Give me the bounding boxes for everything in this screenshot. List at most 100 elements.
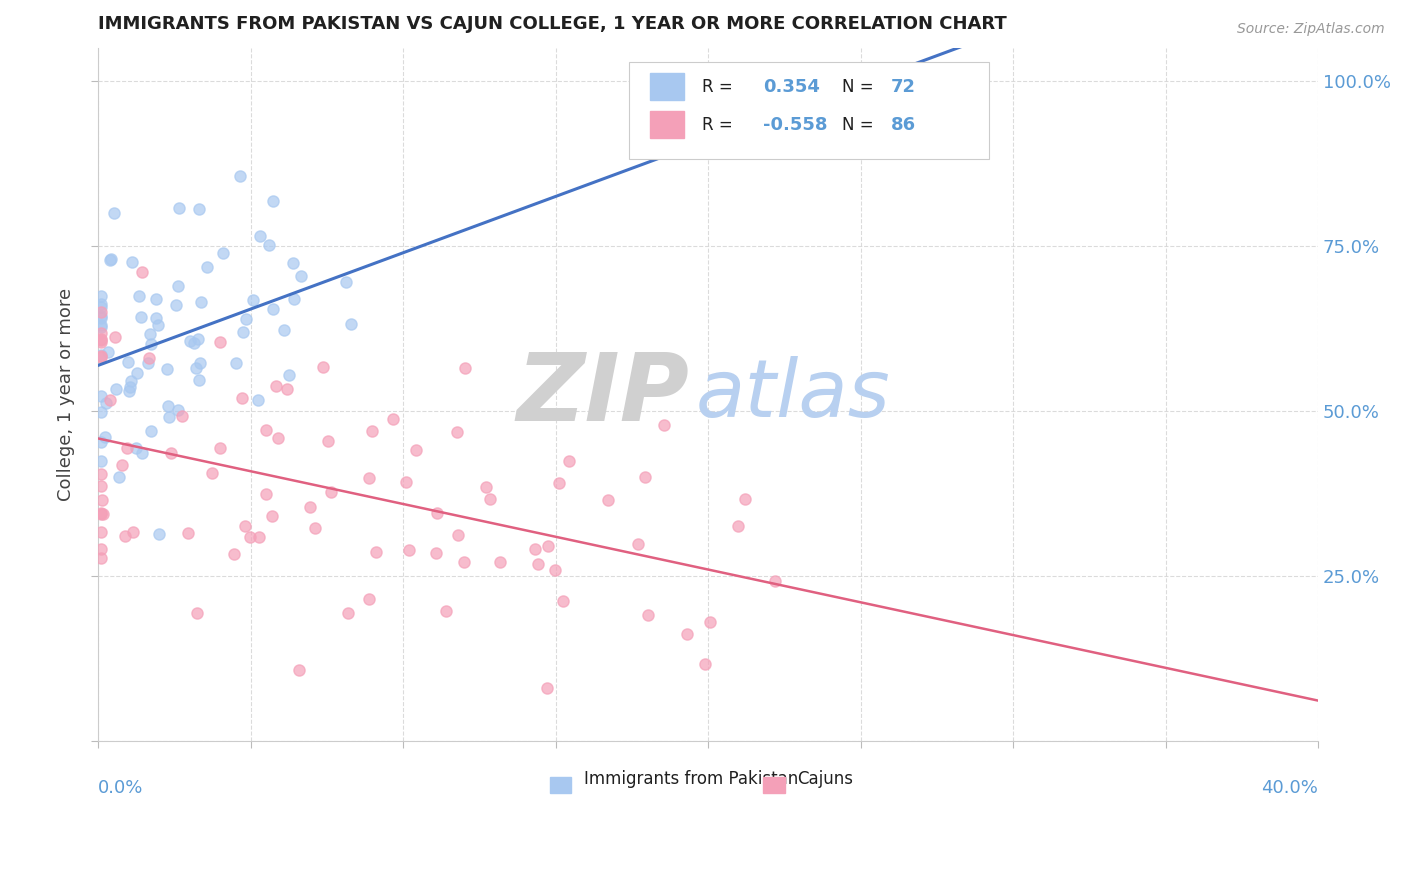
Text: Cajuns: Cajuns — [797, 770, 853, 788]
Point — [125, 366, 148, 380]
Point — [122, 524, 145, 539]
Point — [165, 298, 187, 312]
Point — [434, 604, 457, 618]
Point — [111, 458, 134, 472]
Point — [184, 361, 207, 376]
Point — [254, 487, 277, 501]
Point — [359, 592, 381, 607]
Text: R =: R = — [702, 116, 738, 134]
Point — [627, 537, 650, 551]
Point — [90, 389, 112, 403]
Point — [695, 657, 717, 671]
Point — [139, 327, 162, 342]
Point — [90, 434, 112, 449]
Point — [138, 351, 160, 365]
Point — [544, 563, 567, 577]
Point — [361, 424, 384, 438]
Point — [90, 467, 112, 481]
Point — [254, 423, 277, 437]
Point — [763, 574, 786, 588]
Point — [479, 491, 502, 506]
Point — [91, 507, 114, 521]
Point — [536, 681, 558, 695]
Point — [90, 311, 112, 326]
Text: 0.354: 0.354 — [763, 78, 820, 95]
Point — [145, 293, 167, 307]
Point — [90, 550, 112, 565]
Point — [551, 593, 574, 607]
Point — [212, 246, 235, 260]
Point — [90, 507, 112, 521]
Text: R =: R = — [702, 78, 738, 95]
Point — [304, 521, 326, 535]
Point — [90, 348, 112, 362]
Point — [107, 470, 129, 484]
Point — [90, 319, 112, 334]
Point — [453, 555, 475, 569]
Point — [446, 425, 468, 439]
Point — [103, 206, 125, 220]
Bar — [763, 777, 785, 793]
Bar — [550, 777, 571, 793]
Point — [247, 392, 270, 407]
Point — [90, 404, 112, 418]
Point — [209, 441, 232, 455]
Bar — [650, 73, 683, 100]
Point — [364, 544, 387, 558]
Point — [100, 252, 122, 266]
Point — [131, 310, 153, 324]
Point — [290, 268, 312, 283]
FancyBboxPatch shape — [628, 62, 988, 160]
Point — [90, 351, 112, 365]
Point — [125, 442, 148, 456]
Point — [187, 332, 209, 346]
Point — [283, 292, 305, 306]
Point — [524, 541, 547, 556]
Point — [425, 546, 447, 560]
Point — [558, 454, 581, 468]
Point — [321, 485, 343, 500]
Point — [190, 295, 212, 310]
Point — [167, 201, 190, 215]
Point — [114, 529, 136, 543]
Point — [288, 664, 311, 678]
Point — [249, 228, 271, 243]
Point — [141, 336, 163, 351]
Point — [734, 491, 756, 506]
Point — [264, 379, 287, 393]
Text: IMMIGRANTS FROM PAKISTAN VS CAJUN COLLEGE, 1 YEAR OR MORE CORRELATION CHART: IMMIGRANTS FROM PAKISTAN VS CAJUN COLLEG… — [98, 15, 1007, 33]
Point — [90, 349, 112, 363]
Point — [167, 279, 190, 293]
Point — [115, 442, 138, 456]
Point — [447, 528, 470, 542]
Bar — [650, 112, 683, 137]
Point — [188, 202, 211, 217]
Text: 0.0%: 0.0% — [98, 779, 143, 797]
Point — [634, 470, 657, 484]
Point — [136, 356, 159, 370]
Point — [172, 409, 194, 423]
Point — [90, 305, 112, 319]
Point — [148, 526, 170, 541]
Point — [187, 373, 209, 387]
Point — [139, 424, 162, 438]
Point — [637, 607, 659, 622]
Point — [262, 194, 284, 209]
Point — [131, 446, 153, 460]
Point — [359, 471, 381, 485]
Point — [232, 326, 254, 340]
Point — [90, 506, 112, 520]
Point — [177, 526, 200, 541]
Point — [298, 500, 321, 514]
Text: 40.0%: 40.0% — [1261, 779, 1319, 797]
Point — [167, 403, 190, 417]
Point — [652, 418, 675, 433]
Point — [186, 606, 208, 620]
Point — [118, 384, 141, 399]
Point — [727, 519, 749, 533]
Point — [262, 301, 284, 316]
Point — [259, 238, 281, 252]
Y-axis label: College, 1 year or more: College, 1 year or more — [58, 288, 75, 501]
Point — [90, 334, 112, 348]
Point — [90, 478, 112, 492]
